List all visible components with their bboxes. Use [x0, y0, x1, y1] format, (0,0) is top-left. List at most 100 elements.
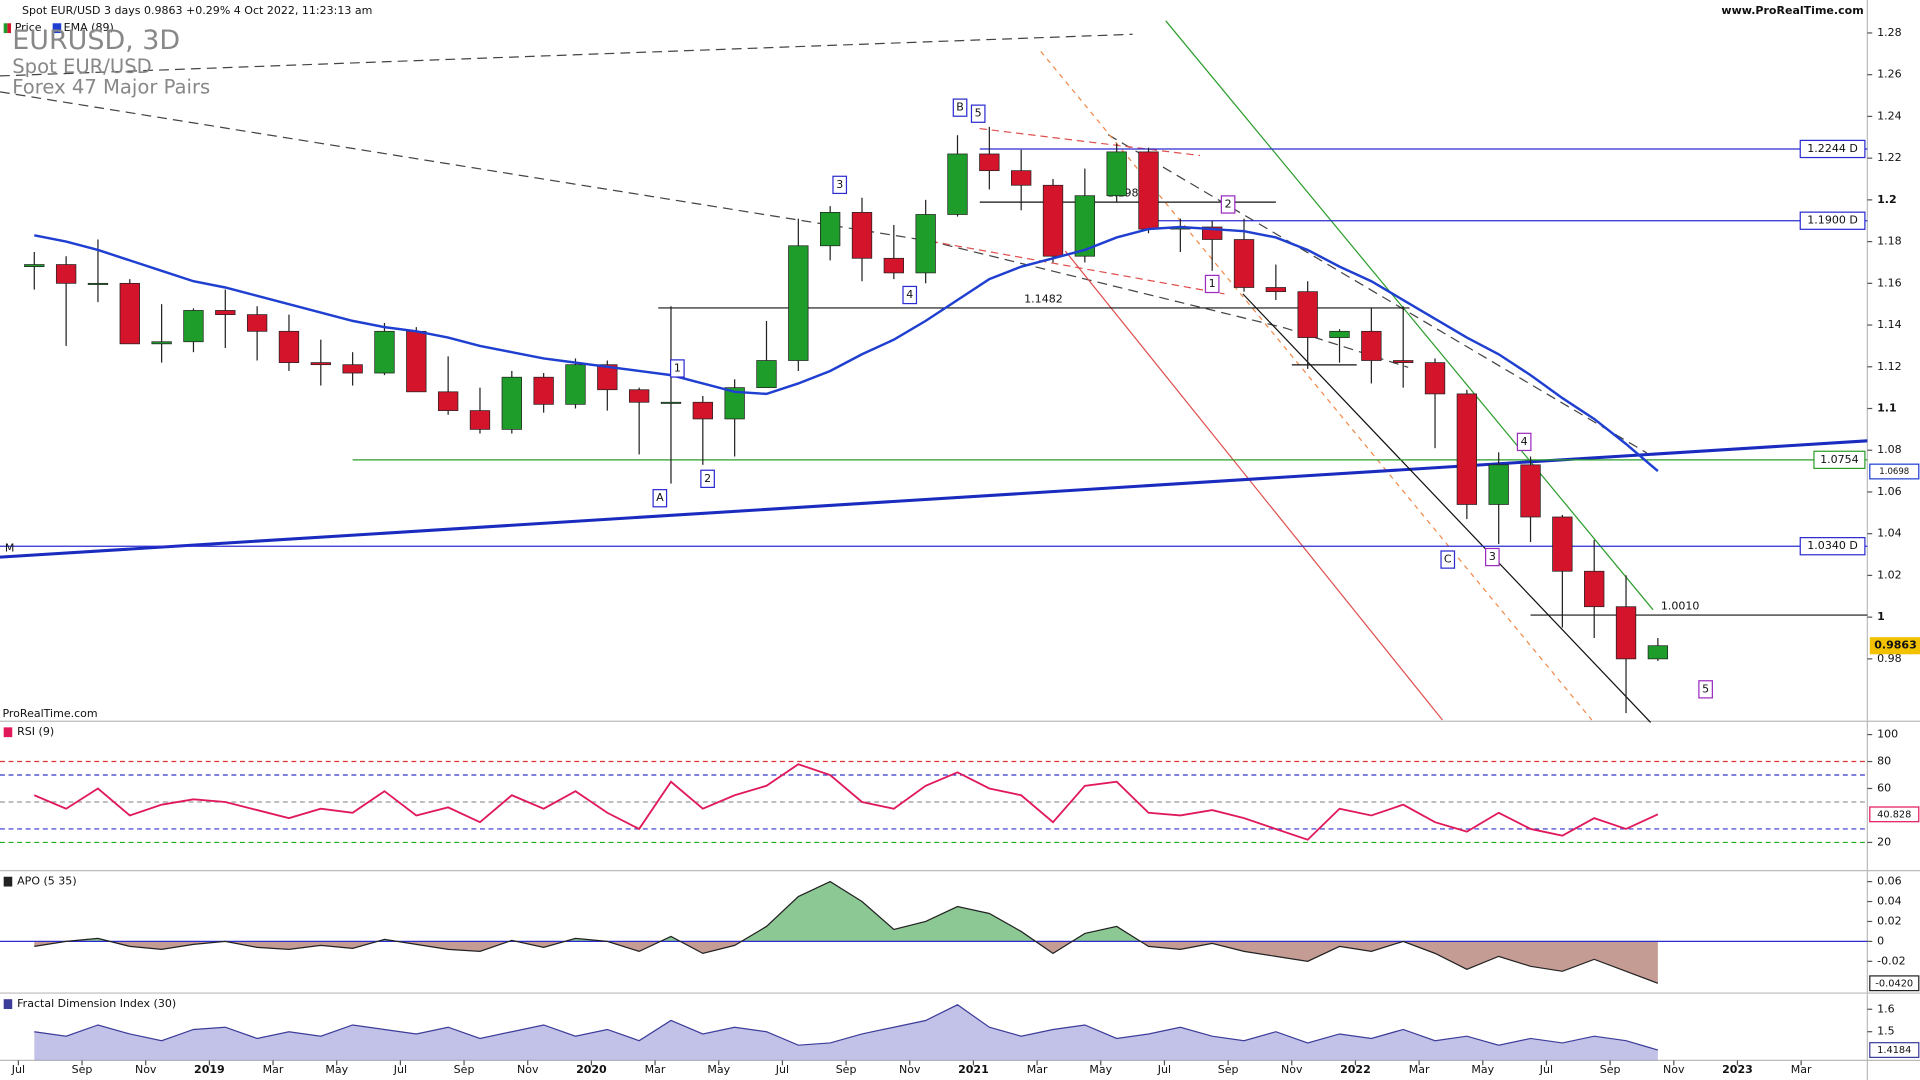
candle-body	[1520, 464, 1541, 518]
x-tick-label: Jul	[393, 1063, 407, 1076]
candle-body	[342, 364, 363, 374]
candle-body	[278, 330, 300, 363]
legend-label: Price	[15, 21, 42, 34]
candle-body	[1138, 151, 1159, 230]
candle-body	[310, 362, 331, 366]
candle-body	[851, 212, 873, 259]
candle-body	[565, 364, 586, 405]
x-tick-label: Sep	[1600, 1063, 1621, 1076]
last-price: 0.9863	[1874, 639, 1917, 652]
x-tick-label: Sep	[836, 1063, 857, 1076]
y-tick-label: 1.6	[1877, 1002, 1895, 1015]
candle-body	[756, 360, 777, 389]
wave-label: B	[956, 101, 964, 114]
site: www.ProRealTime.com	[1721, 4, 1863, 17]
wave-box	[1220, 195, 1236, 214]
y-tick-label: 1.16	[1877, 276, 1902, 289]
candle-body	[24, 264, 45, 268]
marker: M	[5, 542, 15, 555]
candle-body	[1424, 362, 1446, 395]
candle-body	[692, 401, 713, 420]
level-label: 1.2244 D	[1807, 142, 1858, 155]
x-tick-label: Mar	[1409, 1063, 1430, 1076]
candle-body	[55, 264, 77, 284]
candle-body	[119, 282, 140, 345]
wave-box	[1204, 274, 1220, 294]
candle-body	[469, 410, 491, 430]
x-tick-label: 2023	[1722, 1063, 1753, 1076]
y-tick-label: 1.08	[1877, 443, 1902, 456]
x-tick-label: Mar	[1027, 1063, 1048, 1076]
last-value: 1.4184	[1877, 1045, 1911, 1056]
wave-label: 2	[1225, 197, 1232, 210]
candle-body	[788, 245, 809, 361]
dashed-trend	[1107, 134, 1648, 454]
y-tick-label: 60	[1877, 782, 1891, 795]
candle-body	[1488, 464, 1509, 505]
candle-body	[374, 330, 395, 374]
candle-body	[1042, 184, 1064, 257]
y-tick-label: 80	[1877, 755, 1891, 768]
ema-line	[34, 225, 1659, 473]
wave-label: 3	[1489, 550, 1496, 563]
y-tick-label: 20	[1877, 835, 1891, 848]
header-info: Spot EUR/USD 3 days 0.9863 +0.29% 4 Oct …	[22, 4, 372, 17]
wave-label: 4	[906, 288, 913, 301]
candle-body	[979, 153, 1000, 172]
wave-box	[700, 469, 715, 489]
level-label: 1.0010	[1661, 599, 1700, 612]
x-tick-label: May	[1471, 1063, 1494, 1076]
candle-body	[1074, 195, 1096, 257]
wave-box	[652, 489, 668, 508]
y-tick-label: 1.5	[1877, 1025, 1895, 1038]
last-value-box	[1869, 975, 1920, 992]
area-negative	[34, 941, 1658, 984]
legend-icon	[52, 23, 62, 34]
wave-label: 1	[1209, 277, 1216, 290]
x-tick-label: Jul	[11, 1063, 25, 1076]
candle-body	[883, 257, 904, 274]
y-tick-label: 1.2	[1877, 193, 1897, 206]
x-tick-label: May	[1089, 1063, 1112, 1076]
wave-label: A	[656, 491, 664, 504]
candle-body	[246, 314, 268, 332]
panel-title: Fractal Dimension Index (30)	[17, 997, 176, 1010]
green-trend	[1165, 20, 1654, 611]
candle-body	[819, 212, 841, 247]
x-tick-label: 2021	[958, 1063, 989, 1076]
x-tick-label: 2020	[576, 1063, 607, 1076]
y-tick-label: 1.04	[1877, 527, 1902, 540]
wave-box	[902, 285, 918, 305]
area-positive	[66, 881, 1141, 942]
candle-body	[406, 330, 427, 393]
candle-body	[183, 310, 204, 343]
legend-label: EMA (89)	[64, 21, 114, 34]
candle-body	[1584, 570, 1605, 608]
level-box	[1799, 139, 1866, 159]
y-tick-label: 1.02	[1877, 568, 1902, 581]
candle-body	[1297, 291, 1318, 338]
wave-box	[1440, 550, 1456, 569]
candle-body	[437, 391, 459, 411]
wave-label: 2	[704, 472, 711, 485]
level-box	[1799, 537, 1866, 556]
wave-label: C	[1444, 553, 1452, 566]
y-tick-label: 1.22	[1877, 151, 1902, 164]
wave-label: 4	[1521, 435, 1528, 448]
candle-body	[215, 310, 236, 315]
candle-body	[1233, 239, 1255, 288]
y-tick-label: 1.14	[1877, 318, 1902, 331]
candle-body	[1106, 151, 1127, 197]
panel-title: RSI (9)	[17, 725, 54, 738]
x-tick-label: Jul	[1539, 1063, 1553, 1076]
level-label: 1.0754	[1820, 453, 1859, 466]
candle-body	[151, 341, 172, 345]
y-tick-label: 0.06	[1877, 875, 1902, 888]
y-tick-label: 1.24	[1877, 109, 1902, 122]
candle-body	[533, 376, 554, 405]
level-label: 1.0340 D	[1807, 539, 1858, 552]
candle-body	[1265, 287, 1287, 293]
panel-legend-icon	[3, 999, 13, 1009]
candle-body	[87, 282, 109, 285]
